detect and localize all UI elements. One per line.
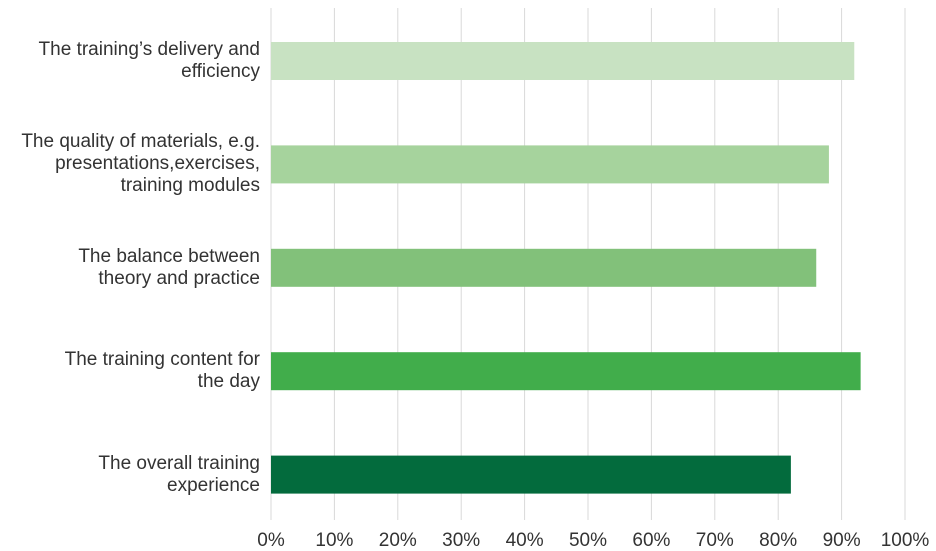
category-label-line: experience xyxy=(167,474,260,496)
category-label: The overall training experience xyxy=(0,453,260,497)
bar xyxy=(271,42,855,80)
x-tick-label: 100% xyxy=(881,530,930,551)
x-tick-label: 90% xyxy=(823,530,861,551)
category-label: The training content for the day xyxy=(0,349,260,393)
x-tick-label: 80% xyxy=(759,530,797,551)
bar xyxy=(271,145,829,184)
category-label-line: The training’s delivery and xyxy=(38,39,260,60)
category-label-line: the day xyxy=(197,371,260,393)
category-label: The training’s delivery and efficiency xyxy=(0,39,260,83)
category-label-line: The training content for xyxy=(64,349,260,371)
bar xyxy=(271,455,791,494)
x-tick-label: 0% xyxy=(257,530,285,551)
x-tick-label: 70% xyxy=(696,530,734,551)
category-label-line: training modules xyxy=(120,175,260,197)
category-label-line: efficiency xyxy=(181,61,260,82)
x-axis-ticks: 0% 10% 20% 30% 40% 50% 60% 70% 80% 90% 100% xyxy=(257,530,929,551)
category-label: The quality of materials, e.g. presentati… xyxy=(0,131,260,197)
x-tick-label: 30% xyxy=(442,530,480,551)
category-label-line: The quality of materials, e.g. xyxy=(21,131,260,153)
category-label-line: The balance between xyxy=(78,245,260,267)
bars xyxy=(271,42,861,494)
x-tick-label: 40% xyxy=(506,530,544,551)
x-tick-label: 50% xyxy=(569,530,607,551)
category-label-line: theory and practice xyxy=(98,267,260,289)
x-tick-label: 20% xyxy=(379,530,417,551)
category-label: The balance between theory and practice xyxy=(0,246,260,290)
x-tick-label: 10% xyxy=(315,530,353,551)
x-tick-label: 60% xyxy=(632,530,670,551)
bar xyxy=(271,248,817,287)
category-label-line: The overall training xyxy=(98,452,260,474)
bar xyxy=(271,352,861,391)
category-label-line: presentations,exercises, xyxy=(55,153,260,175)
